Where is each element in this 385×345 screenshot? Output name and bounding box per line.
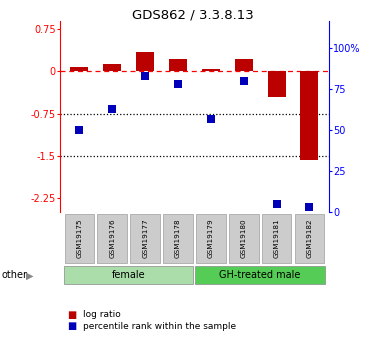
Text: log ratio: log ratio	[83, 310, 121, 319]
Point	[109, 106, 116, 111]
FancyBboxPatch shape	[131, 214, 160, 263]
Bar	[202, 69, 220, 71]
Text: GH-treated male: GH-treated male	[219, 270, 301, 279]
Text: female: female	[112, 270, 146, 279]
Bar	[70, 67, 89, 71]
Text: GSM19177: GSM19177	[142, 219, 148, 258]
Text: GSM19175: GSM19175	[76, 219, 82, 258]
Text: ■: ■	[67, 310, 77, 319]
FancyBboxPatch shape	[262, 214, 291, 263]
Text: GSM19179: GSM19179	[208, 219, 214, 258]
Bar	[235, 59, 253, 71]
Text: other: other	[2, 270, 28, 280]
Point	[306, 205, 313, 210]
Text: GSM19178: GSM19178	[175, 219, 181, 258]
Text: GSM19182: GSM19182	[306, 219, 313, 258]
Text: GSM19181: GSM19181	[274, 219, 280, 258]
FancyBboxPatch shape	[97, 214, 127, 263]
FancyBboxPatch shape	[65, 214, 94, 263]
Point	[241, 78, 247, 83]
FancyBboxPatch shape	[196, 266, 325, 284]
Bar	[136, 52, 154, 71]
FancyBboxPatch shape	[64, 266, 193, 284]
Bar	[268, 71, 286, 97]
FancyBboxPatch shape	[196, 214, 226, 263]
Bar	[300, 71, 318, 160]
Text: GDS862 / 3.3.8.13: GDS862 / 3.3.8.13	[132, 9, 253, 22]
Point	[208, 116, 214, 121]
Point	[273, 201, 280, 207]
Text: GSM19180: GSM19180	[241, 219, 247, 258]
FancyBboxPatch shape	[163, 214, 193, 263]
Point	[76, 127, 82, 133]
FancyBboxPatch shape	[295, 214, 324, 263]
Text: GSM19176: GSM19176	[109, 219, 115, 258]
Text: ▶: ▶	[26, 270, 33, 280]
Bar	[103, 64, 121, 71]
Point	[175, 81, 181, 87]
Text: percentile rank within the sample: percentile rank within the sample	[83, 322, 236, 331]
Bar	[169, 59, 187, 71]
FancyBboxPatch shape	[229, 214, 258, 263]
Point	[142, 73, 148, 79]
Text: ■: ■	[67, 321, 77, 331]
